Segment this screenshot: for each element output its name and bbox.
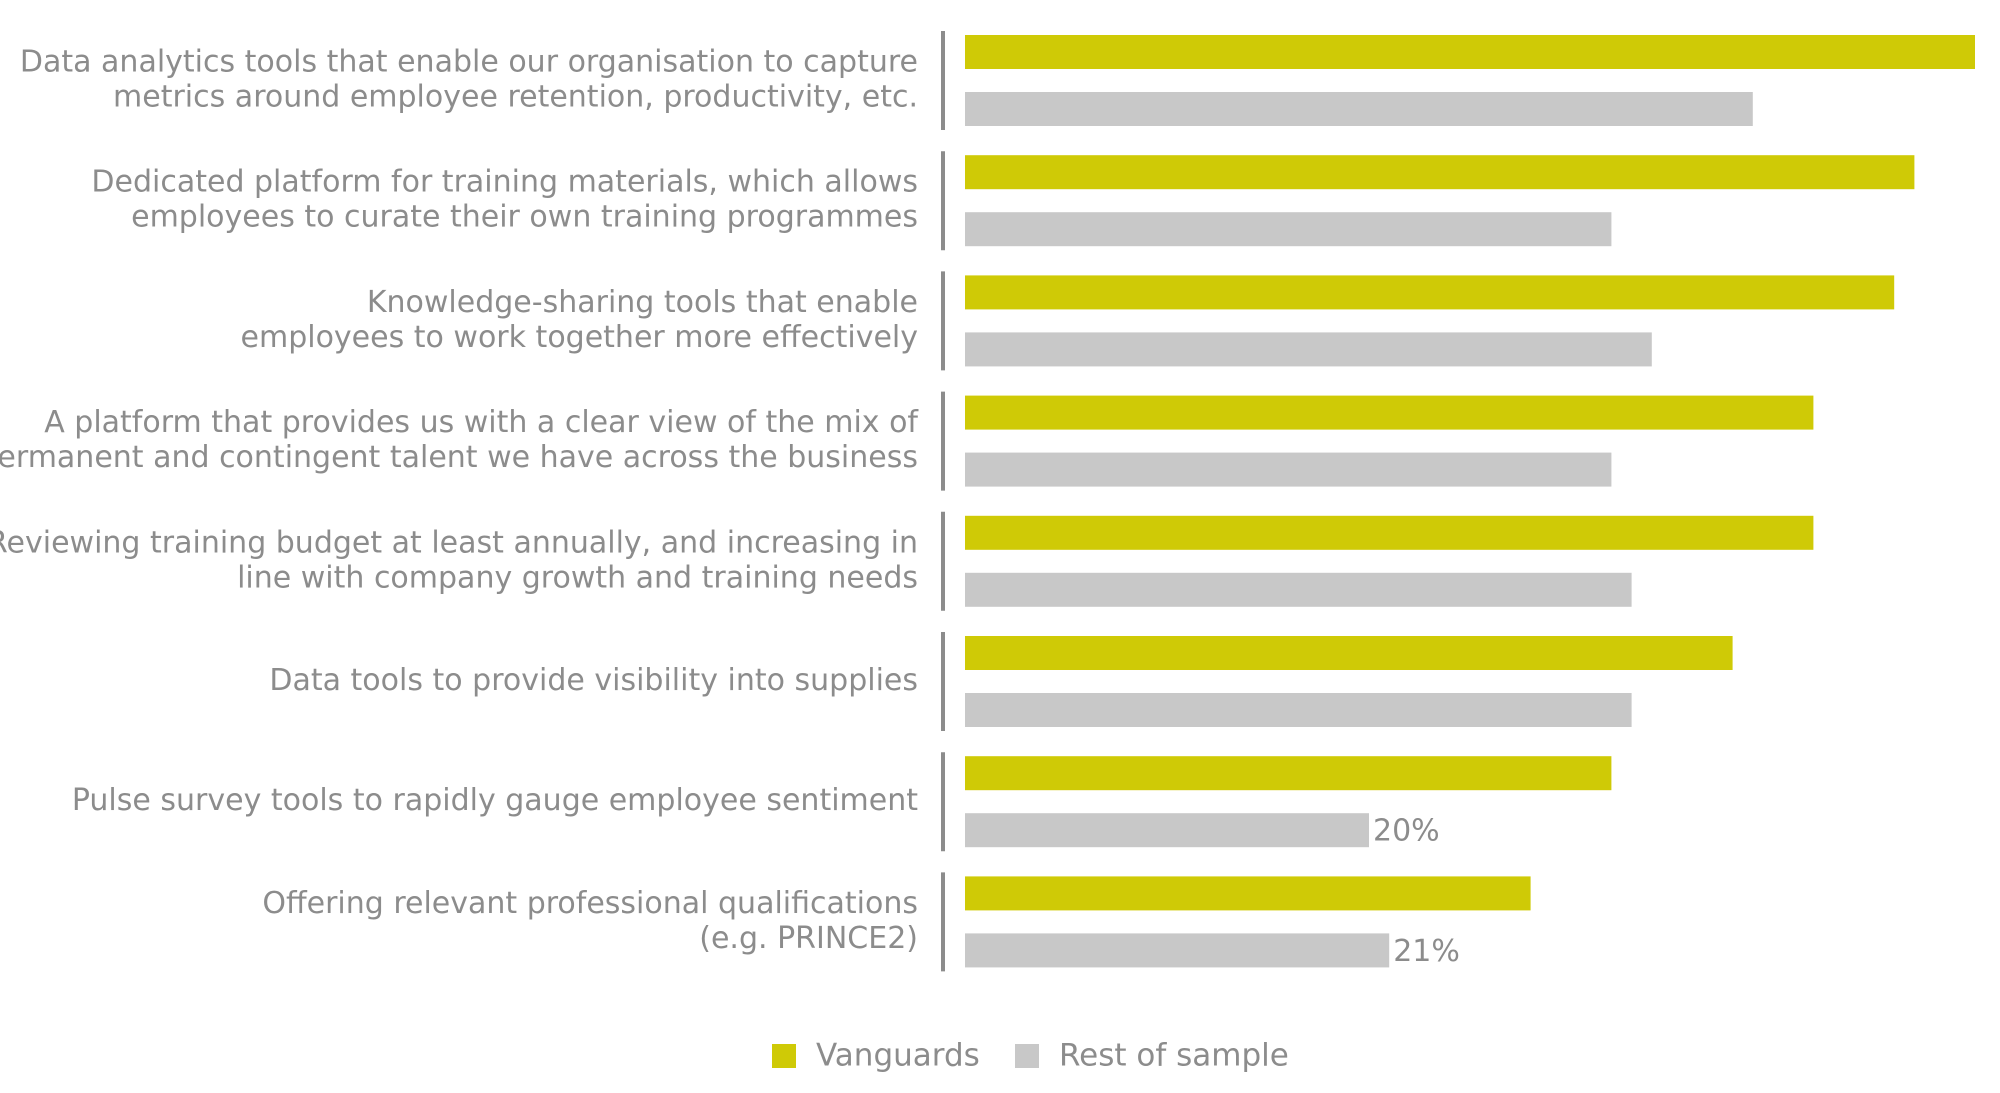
category-label: employees to curate their own training p…	[131, 200, 918, 235]
category-label: employees to work together more effectiv…	[241, 320, 918, 355]
data-label: 20%	[1373, 814, 1440, 849]
category-label: Reviewing training budget at least annua…	[0, 525, 918, 560]
category-label: A platform that provides us with a clear…	[44, 405, 919, 440]
category-label: Knowledge-sharing tools that enable	[367, 285, 918, 320]
bar-group: Dedicated platform for training material…	[91, 151, 1915, 251]
category-label: Pulse survey tools to rapidly gauge empl…	[72, 783, 918, 818]
legend-label: Rest of sample	[1059, 1038, 1289, 1074]
bar-group: Offering relevant professional qualifica…	[262, 872, 1531, 972]
bar-rest-of-sample	[965, 813, 1369, 848]
bar-vanguards	[965, 155, 1915, 190]
category-label: (e.g. PRINCE2)	[699, 921, 918, 956]
bar-rest-of-sample	[965, 933, 1390, 968]
category-label: metrics around employee retention, produ…	[113, 80, 918, 115]
legend-swatch	[1015, 1044, 1039, 1068]
legend-item: Vanguards	[772, 1038, 980, 1074]
bar-group: Reviewing training budget at least annua…	[0, 511, 1814, 611]
bar-rest-of-sample	[965, 693, 1632, 727]
category-label: permanent and contingent talent we have …	[0, 440, 918, 475]
bar-group: A platform that provides us with a clear…	[0, 391, 1814, 491]
category-label: Offering relevant professional qualifica…	[262, 886, 918, 921]
bar-vanguards	[965, 35, 1975, 69]
data-label: 21%	[1393, 934, 1460, 969]
category-label: line with company growth and training ne…	[237, 560, 918, 595]
bar-vanguards	[965, 275, 1895, 310]
bar-rest-of-sample	[965, 212, 1612, 247]
chart-groups: Data analytics tools that enable our org…	[0, 31, 1975, 972]
legend-label: Vanguards	[816, 1038, 980, 1074]
bar-rest-of-sample	[965, 92, 1753, 126]
legend-swatch	[772, 1044, 796, 1068]
bar-vanguards	[965, 395, 1814, 430]
category-label: Data analytics tools that enable our org…	[20, 45, 918, 80]
bar-vanguards	[965, 636, 1733, 670]
bar-rest-of-sample	[965, 572, 1632, 607]
bar-vanguards	[965, 876, 1531, 911]
bar-group: Data tools to provide visibility into su…	[269, 632, 1733, 731]
bar-vanguards	[965, 756, 1612, 791]
category-label: Data tools to provide visibility into su…	[269, 663, 918, 698]
legend: Vanguards Rest of sample	[772, 1038, 1289, 1074]
bar-group: Data analytics tools that enable our org…	[20, 31, 1975, 130]
legend-item: Rest of sample	[1015, 1038, 1289, 1074]
bar-group: Knowledge-sharing tools that enableemplo…	[241, 271, 1895, 371]
category-label: Dedicated platform for training material…	[91, 165, 918, 200]
bar-vanguards	[965, 515, 1814, 550]
bar-rest-of-sample	[965, 332, 1652, 367]
bar-rest-of-sample	[965, 452, 1612, 487]
bar-group: Pulse survey tools to rapidly gauge empl…	[72, 752, 1612, 852]
